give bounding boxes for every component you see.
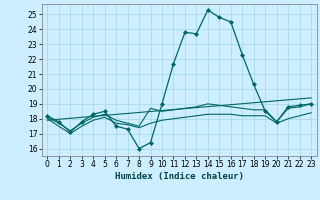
X-axis label: Humidex (Indice chaleur): Humidex (Indice chaleur) [115,172,244,181]
